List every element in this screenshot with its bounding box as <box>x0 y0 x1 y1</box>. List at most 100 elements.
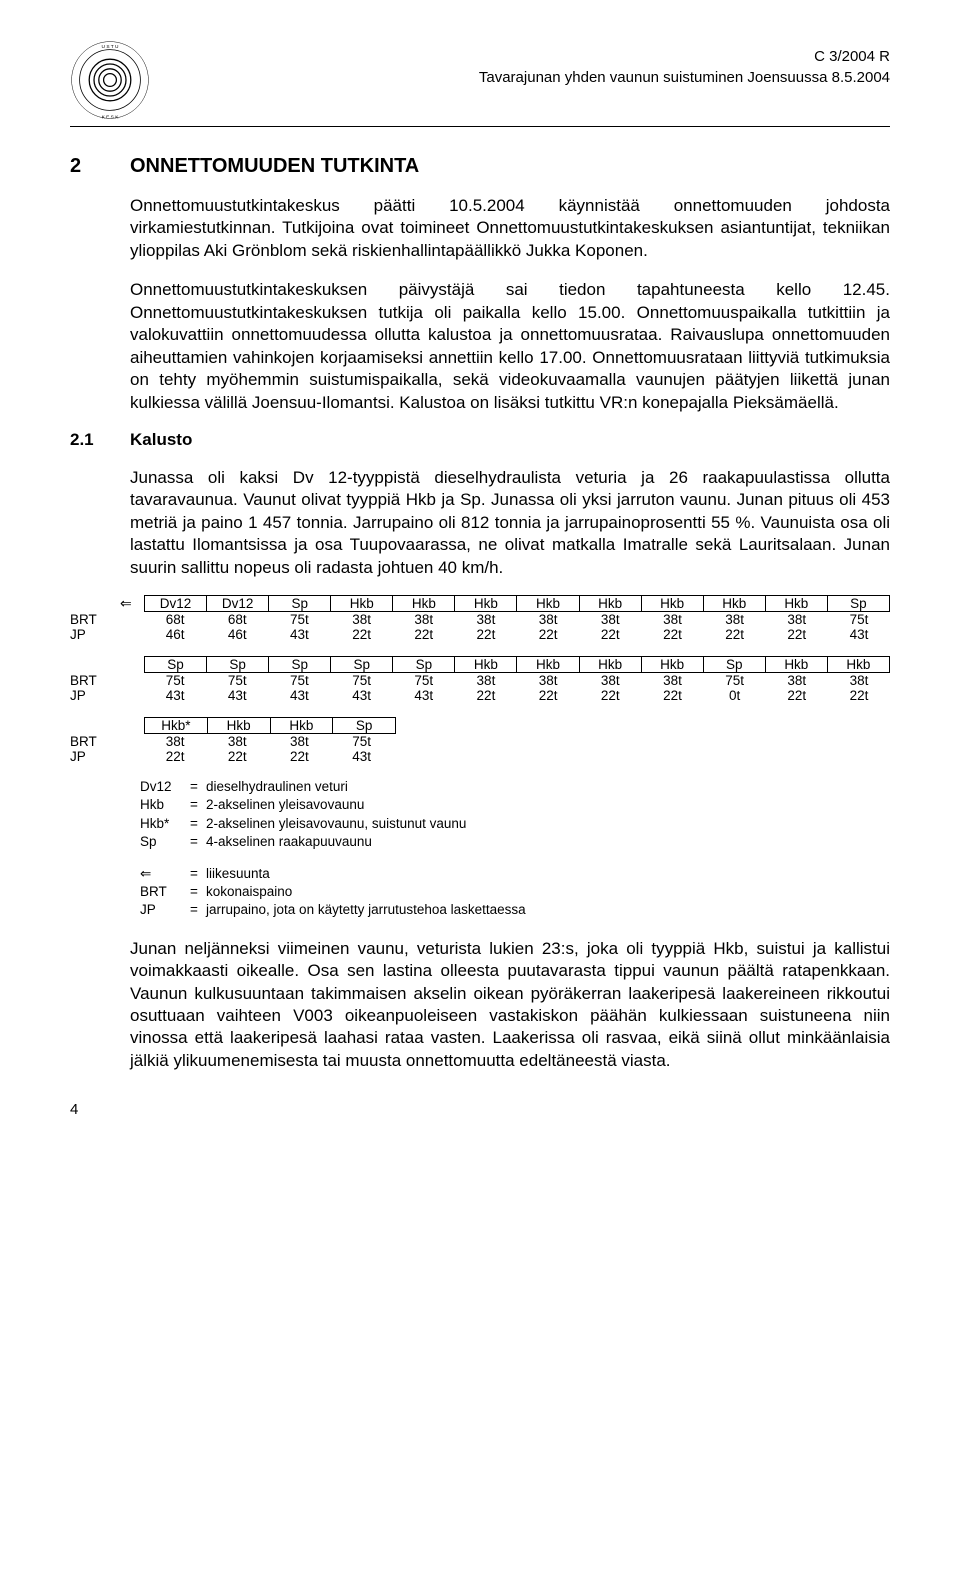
table-cell: Hkb <box>827 656 890 673</box>
table-cell: Hkb <box>516 595 579 612</box>
table-cell: 43t <box>268 627 330 642</box>
table-cell: Sp <box>268 595 331 612</box>
table-cell: 38t <box>206 734 268 749</box>
table-cell: 75t <box>704 673 766 688</box>
table-cell: 22t <box>331 627 393 642</box>
row-label-brt: BRT <box>70 673 120 688</box>
subsection-title: Kalusto <box>130 430 192 450</box>
table-cell: 22t <box>455 627 517 642</box>
train-block-2: SpSpSpSpSpHkbHkbHkbHkbSpHkbHkb BRT 75t75… <box>70 656 890 703</box>
legend-row: Dv12=dieselhydraulinen veturi <box>140 778 890 796</box>
table-cell: Dv12 <box>206 595 269 612</box>
direction-arrow-icon: ⇐ <box>120 595 144 612</box>
table-cell: Hkb <box>641 656 704 673</box>
table-cell: 22t <box>579 688 641 703</box>
table-cell: 22t <box>206 749 268 764</box>
table-cell: 43t <box>828 627 890 642</box>
table-cell: Hkb <box>392 595 455 612</box>
page: U S T U K E S K C 3/2004 R Tavarajunan y… <box>0 0 960 1138</box>
train-block-3: Hkb*HkbHkbSpxxxxxxxx BRT 38t38t38t75txxx… <box>70 717 890 764</box>
table-cell: 43t <box>268 688 330 703</box>
legend-value: 4-akselinen raakapuuvaunu <box>206 833 890 851</box>
table-cell: 43t <box>331 749 393 764</box>
page-number: 4 <box>70 1101 78 1118</box>
table-cell: 38t <box>766 673 828 688</box>
table-cell: 38t <box>455 612 517 627</box>
legend-equals: = <box>190 796 206 814</box>
table-cell: 46t <box>206 627 268 642</box>
table-cell: 22t <box>393 627 455 642</box>
table-cell: 22t <box>517 627 579 642</box>
table-cell: 0t <box>704 688 766 703</box>
legend-value: 2-akselinen yleisavovaunu, suistunut vau… <box>206 815 890 833</box>
table-cell: 38t <box>393 612 455 627</box>
paragraph-3: Junassa oli kaksi Dv 12-tyyppistä diesel… <box>130 467 890 579</box>
row-label-jp: JP <box>70 627 120 642</box>
table-cell: 75t <box>144 673 206 688</box>
svg-text:U S T U: U S T U <box>102 44 119 50</box>
table-cell: Hkb <box>330 595 393 612</box>
row-label-jp: JP <box>70 688 120 703</box>
table-cell: 75t <box>393 673 455 688</box>
legend-key: BRT <box>140 883 190 901</box>
page-header: U S T U K E S K C 3/2004 R Tavarajunan y… <box>70 40 890 120</box>
legend-equals: = <box>190 833 206 851</box>
table-cell: 22t <box>517 688 579 703</box>
table-cell: 46t <box>144 627 206 642</box>
table-cell: 38t <box>579 673 641 688</box>
subsection-heading: 2.1 Kalusto <box>70 430 890 450</box>
legend-equals: = <box>190 883 206 901</box>
table-cell: 38t <box>704 612 766 627</box>
table-cell: 43t <box>331 688 393 703</box>
header-rule <box>70 126 890 127</box>
legend-key: Sp <box>140 833 190 851</box>
table-cell: 22t <box>641 688 703 703</box>
table-cell: 22t <box>704 627 766 642</box>
table-cell: 22t <box>455 688 517 703</box>
table-cell: 75t <box>828 612 890 627</box>
table-cell: Sp <box>827 595 890 612</box>
table-cell: Hkb <box>765 595 828 612</box>
paragraph-1: Onnettomuustutkintakeskus päätti 10.5.20… <box>130 195 890 262</box>
legend-equals: = <box>190 778 206 796</box>
table-cell: 38t <box>641 612 703 627</box>
table-cell: Sp <box>268 656 331 673</box>
legend-value: dieselhydraulinen veturi <box>206 778 890 796</box>
table-cell: 22t <box>828 688 890 703</box>
svg-text:K E S K: K E S K <box>102 114 120 120</box>
table-cell: Hkb* <box>144 717 208 734</box>
legend-equals: = <box>190 901 206 919</box>
table-cell: 22t <box>641 627 703 642</box>
legend-equals: = <box>190 815 206 833</box>
section-title: ONNETTOMUUDEN TUTKINTA <box>130 155 419 178</box>
row-label-brt: BRT <box>70 612 120 627</box>
table-cell: Hkb <box>765 656 828 673</box>
legend-key: Hkb <box>140 796 190 814</box>
table-cell: Hkb <box>454 656 517 673</box>
legend-equals: = <box>190 865 206 883</box>
table-cell: 38t <box>331 612 393 627</box>
row-label-jp: JP <box>70 749 120 764</box>
legend-row: Hkb=2-akselinen yleisavovaunu <box>140 796 890 814</box>
table-cell: 38t <box>268 734 330 749</box>
legend-key: Dv12 <box>140 778 190 796</box>
table-cell: 43t <box>144 688 206 703</box>
legend-row: JP=jarrupaino, jota on käytetty jarrutus… <box>140 901 890 919</box>
table-cell: 43t <box>206 688 268 703</box>
table-cell: 22t <box>144 749 206 764</box>
table-cell: 38t <box>828 673 890 688</box>
legend-row: ⇐=liikesuunta <box>140 865 890 883</box>
table-cell: Sp <box>144 656 207 673</box>
legend-value: kokonaispaino <box>206 883 890 901</box>
train-block-1: ⇐ Dv12Dv12SpHkbHkbHkbHkbHkbHkbHkbHkbSp B… <box>70 595 890 642</box>
table-cell: 75t <box>206 673 268 688</box>
table-cell: 38t <box>517 673 579 688</box>
table-cell: Dv12 <box>144 595 207 612</box>
document-id: C 3/2004 R <box>150 48 890 65</box>
table-cell: 75t <box>331 673 393 688</box>
table-cell: 68t <box>144 612 206 627</box>
table-cell: 38t <box>517 612 579 627</box>
legend-row: Sp=4-akselinen raakapuuvaunu <box>140 833 890 851</box>
agency-logo: U S T U K E S K <box>70 40 150 120</box>
table-cell: Hkb <box>703 595 766 612</box>
